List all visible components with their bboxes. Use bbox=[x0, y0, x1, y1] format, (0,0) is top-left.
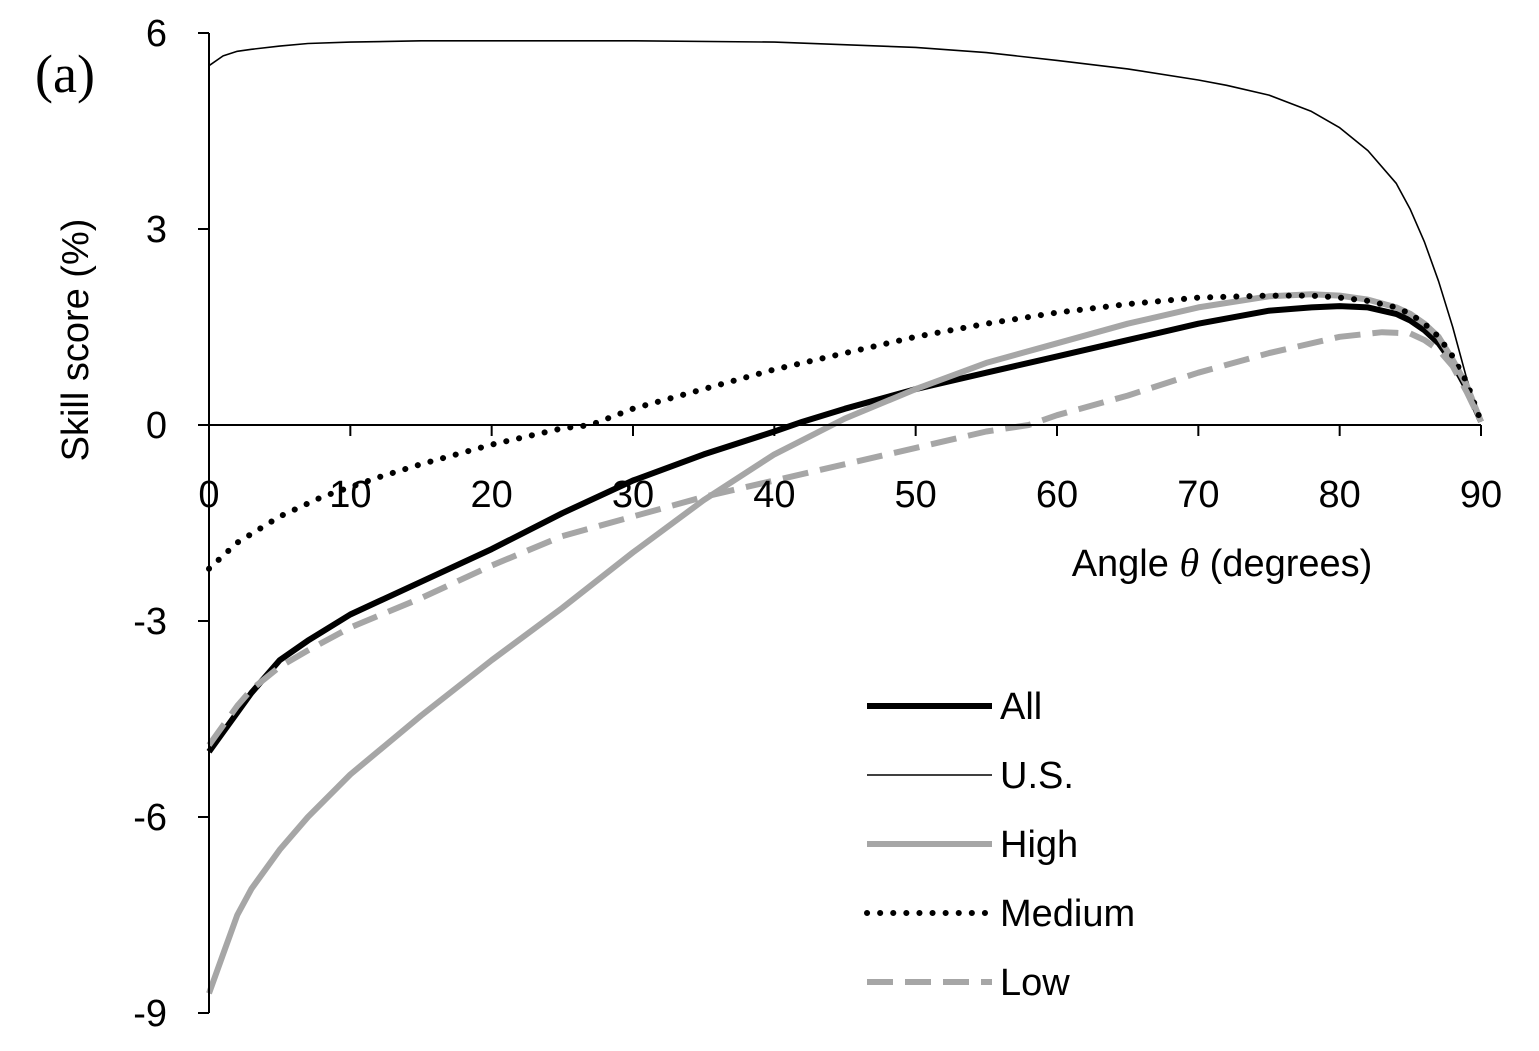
legend-label-u-s: U.S. bbox=[1000, 755, 1074, 797]
x-tick-label: 0 bbox=[198, 474, 219, 516]
y-tick-label: -9 bbox=[133, 993, 167, 1035]
x-axis-title: Angle θ (degrees) bbox=[1072, 540, 1373, 585]
y-tick-label: -3 bbox=[133, 601, 167, 643]
x-tick-label: 20 bbox=[471, 474, 513, 516]
legend: All U.S. High Medium Low bbox=[864, 686, 1135, 1004]
axes bbox=[208, 33, 1481, 1013]
legend-label-high: High bbox=[1000, 824, 1078, 866]
legend-label-medium: Medium bbox=[1000, 893, 1135, 935]
x-tick-label: 10 bbox=[329, 474, 371, 516]
x-axis-title-theta: θ bbox=[1179, 540, 1199, 585]
y-tick-label: 0 bbox=[146, 405, 167, 447]
legend-label-low: Low bbox=[1000, 962, 1070, 1004]
series-line-all bbox=[206, 303, 1484, 754]
series-line-u-s bbox=[208, 39, 1482, 422]
y-axis-title: Skill score (%) bbox=[55, 219, 97, 462]
x-tick-label: 40 bbox=[753, 474, 795, 516]
y-tick-label: 3 bbox=[146, 209, 167, 251]
panel-label: (a) bbox=[35, 44, 95, 104]
plot-lines bbox=[206, 39, 1484, 995]
legend-label-all: All bbox=[1000, 686, 1042, 728]
x-tick-label: 70 bbox=[1177, 474, 1219, 516]
y-tick-label: 6 bbox=[146, 13, 167, 55]
x-tick-label: 30 bbox=[612, 474, 654, 516]
x-tick-label: 90 bbox=[1460, 474, 1502, 516]
x-tick-label: 80 bbox=[1319, 474, 1361, 516]
x-tick-label: 50 bbox=[895, 474, 937, 516]
series-line-low bbox=[206, 329, 1484, 747]
series-line-medium bbox=[206, 292, 1484, 572]
x-axis-title-prefix: Angle bbox=[1072, 543, 1180, 585]
y-tick-label: -6 bbox=[133, 797, 167, 839]
x-axis-title-suffix: (degrees) bbox=[1199, 543, 1372, 585]
x-tick-label: 60 bbox=[1036, 474, 1078, 516]
series-line-high bbox=[206, 291, 1484, 995]
